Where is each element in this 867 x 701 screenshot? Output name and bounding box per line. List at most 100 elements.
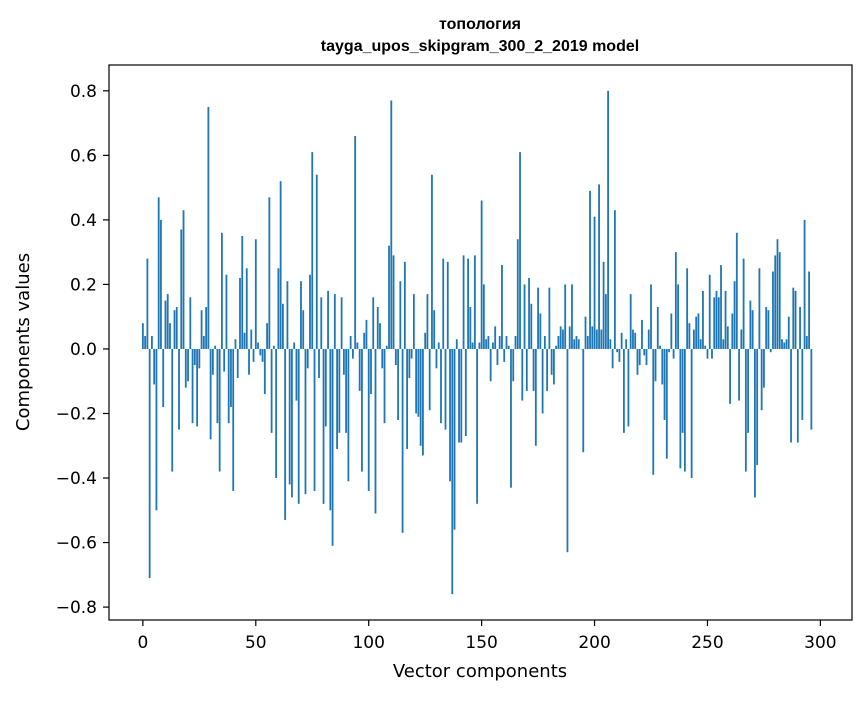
y-tick-label: 0.2 (70, 275, 97, 295)
bar (257, 343, 259, 349)
bar (729, 349, 731, 404)
bar (810, 349, 812, 430)
bar (533, 349, 535, 391)
bar (562, 330, 564, 349)
y-tick-label: −0.6 (56, 534, 97, 554)
bar (228, 349, 230, 423)
bar (503, 349, 505, 362)
bar (747, 349, 749, 433)
bar (655, 349, 657, 381)
bar (716, 291, 718, 349)
bar (183, 210, 185, 349)
bar (433, 310, 435, 349)
bar (792, 288, 794, 349)
bar (221, 233, 223, 349)
bar (481, 201, 483, 349)
bar (187, 349, 189, 381)
bar (790, 349, 792, 443)
bar (661, 349, 663, 384)
bar (720, 265, 722, 349)
bar (759, 268, 761, 349)
bar (359, 349, 361, 391)
bar (153, 349, 155, 384)
bar (573, 339, 575, 349)
bar (799, 307, 801, 349)
bar (334, 294, 336, 349)
bar (648, 330, 650, 349)
x-tick-label: 0 (137, 633, 148, 653)
bar (752, 310, 754, 349)
bar (774, 255, 776, 349)
bar (695, 317, 697, 349)
bar (397, 349, 399, 420)
bar (311, 152, 313, 349)
bar (553, 349, 555, 384)
bar (296, 349, 298, 401)
bar (749, 301, 751, 349)
bar (476, 349, 478, 504)
y-axis-label: Components values (13, 253, 34, 431)
bar (591, 326, 593, 349)
bar (582, 349, 584, 452)
bar (413, 294, 415, 349)
bar (765, 307, 767, 349)
bar (490, 349, 492, 381)
bar (347, 349, 349, 481)
bar (686, 268, 688, 349)
bar (158, 197, 160, 349)
bar (576, 336, 578, 349)
bar (320, 297, 322, 349)
y-tick-label: 0.0 (70, 340, 97, 360)
bar (431, 175, 433, 349)
bar (808, 272, 810, 349)
bar (399, 281, 401, 349)
bar (519, 152, 521, 349)
bar (630, 294, 632, 349)
bar (688, 323, 690, 349)
bar (603, 262, 605, 349)
bar (571, 284, 573, 349)
bar (408, 349, 410, 378)
bar (528, 278, 530, 349)
bar (551, 349, 553, 375)
bar (469, 307, 471, 349)
bar (341, 297, 343, 349)
bar (702, 291, 704, 349)
bar (255, 239, 257, 349)
bar (386, 346, 388, 349)
bar (494, 326, 496, 349)
bar (361, 349, 363, 472)
bar (506, 336, 508, 349)
bar (404, 262, 406, 349)
bar (628, 349, 630, 426)
bar (424, 333, 426, 349)
bar (436, 349, 438, 368)
bar (345, 349, 347, 433)
bar (704, 346, 706, 349)
bar (492, 343, 494, 349)
bar (652, 349, 654, 475)
bar (262, 349, 264, 362)
bar (698, 313, 700, 348)
y-tick-label: 0.4 (70, 211, 97, 231)
bar (246, 268, 248, 349)
bar (146, 259, 148, 349)
bar (709, 275, 711, 349)
bar (273, 346, 275, 349)
bar (268, 197, 270, 349)
bar (370, 349, 372, 394)
bar (483, 284, 485, 349)
bar (205, 307, 207, 349)
bar (736, 233, 738, 349)
bar (788, 317, 790, 349)
bar (673, 349, 675, 359)
x-tick-label: 200 (578, 633, 610, 653)
bar (763, 349, 765, 388)
bar (282, 304, 284, 349)
bar (560, 326, 562, 349)
bar (307, 349, 309, 368)
bar (144, 336, 146, 349)
bar (289, 349, 291, 485)
bar (381, 349, 383, 368)
